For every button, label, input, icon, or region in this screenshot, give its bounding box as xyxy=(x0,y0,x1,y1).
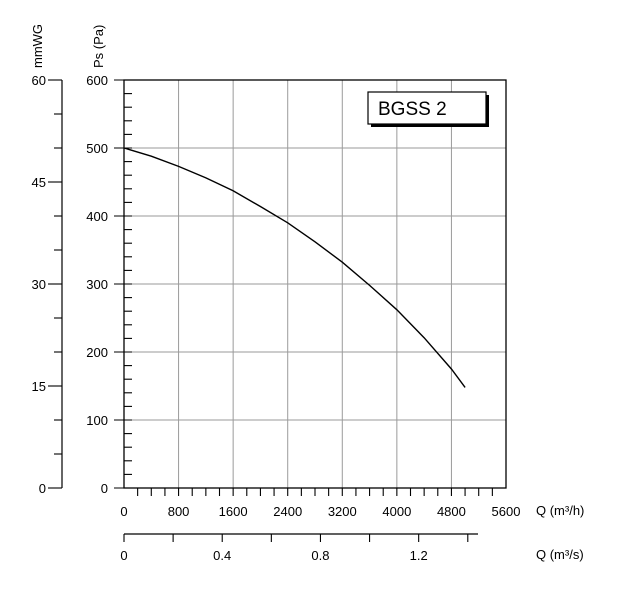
legend: BGSS 2 xyxy=(367,91,489,127)
x2-axis: 0 0.4 0.8 1.2 xyxy=(120,533,478,563)
y-tick-label: 500 xyxy=(86,141,108,156)
x-tick-label: 4000 xyxy=(382,504,411,519)
y2-axis: 0 15 30 45 60 xyxy=(32,73,63,496)
y2-tick-label: 45 xyxy=(32,175,46,190)
y2-axis-title: mmWG xyxy=(30,24,45,68)
x2-tick-label: 1.2 xyxy=(410,548,428,563)
x-axis-title: Q (m³/h) xyxy=(536,503,584,518)
y-axis-title: Ps (Pa) xyxy=(91,25,106,68)
y-tick-label: 0 xyxy=(101,481,108,496)
x2-tick-label: 0 xyxy=(120,548,127,563)
x-tick-label: 4800 xyxy=(437,504,466,519)
x-axis: 0 800 1600 2400 3200 4000 4800 5600 xyxy=(120,488,520,519)
x-tick-label: 0 xyxy=(120,504,127,519)
y-tick-label: 400 xyxy=(86,209,108,224)
x-tick-label: 3200 xyxy=(328,504,357,519)
x-tick-label: 2400 xyxy=(273,504,302,519)
y-tick-label: 100 xyxy=(86,413,108,428)
legend-box xyxy=(367,91,487,125)
y2-tick-label: 0 xyxy=(39,481,46,496)
x2-axis-title: Q (m³/s) xyxy=(536,547,584,562)
x2-tick-label: 0.4 xyxy=(213,548,231,563)
y-tick-label: 300 xyxy=(86,277,108,292)
x2-tick-label: 0.8 xyxy=(311,548,329,563)
legend-label: BGSS 2 xyxy=(378,99,447,120)
y-tick-label: 200 xyxy=(86,345,108,360)
y2-tick-label: 30 xyxy=(32,277,46,292)
x-tick-label: 5600 xyxy=(492,504,521,519)
x-tick-label: 800 xyxy=(168,504,190,519)
fan-curve-line xyxy=(123,147,466,388)
y-tick-label: 600 xyxy=(86,73,108,88)
grid xyxy=(124,80,506,488)
x-tick-label: 1600 xyxy=(219,504,248,519)
y2-tick-label: 15 xyxy=(32,379,46,394)
y-axis: 0 100 200 300 400 500 600 xyxy=(86,73,132,496)
y2-tick-label: 60 xyxy=(32,73,46,88)
